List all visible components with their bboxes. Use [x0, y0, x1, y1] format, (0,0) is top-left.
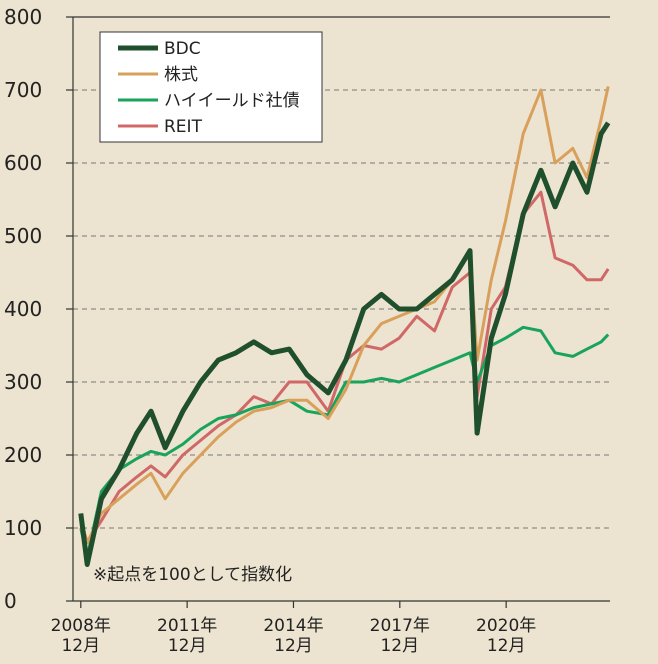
y-tick-label: 800 — [4, 5, 42, 29]
grid — [73, 16, 610, 529]
y-tick-label: 400 — [4, 297, 42, 321]
y-tick-label: 700 — [4, 78, 42, 102]
y-tick-label: 600 — [4, 151, 42, 175]
series-line — [79, 325, 610, 559]
legend-label: 株式 — [164, 65, 198, 85]
y-tick-label: 300 — [4, 370, 42, 394]
x-tick-label: 2008年 12月 — [51, 616, 111, 656]
annotation: ※起点を100として指数化 — [93, 565, 292, 585]
legend-label: BDC — [164, 39, 201, 59]
series-line — [79, 86, 610, 545]
y-tick-label: 0 — [4, 589, 17, 613]
legend-label: REIT — [164, 117, 203, 137]
y-tick-label: 100 — [4, 516, 42, 540]
lines — [78, 86, 611, 567]
axes: 0 100 200 300 400 500 600 700 800 2008年 12月 2011年 12… — [4, 5, 610, 656]
y-tick-label: 200 — [4, 443, 42, 467]
y-tick-label: 500 — [4, 224, 42, 248]
legend-label: ハイイールド社債 — [164, 91, 300, 111]
x-tick-label: 2011年 12月 — [157, 616, 217, 656]
x-tick-label: 2020年 12月 — [476, 616, 536, 656]
x-tick-label: 2017年 12月 — [370, 616, 430, 656]
series-line — [78, 121, 611, 567]
x-tick-label: 2014年 12月 — [263, 616, 323, 656]
series-line — [79, 190, 610, 545]
